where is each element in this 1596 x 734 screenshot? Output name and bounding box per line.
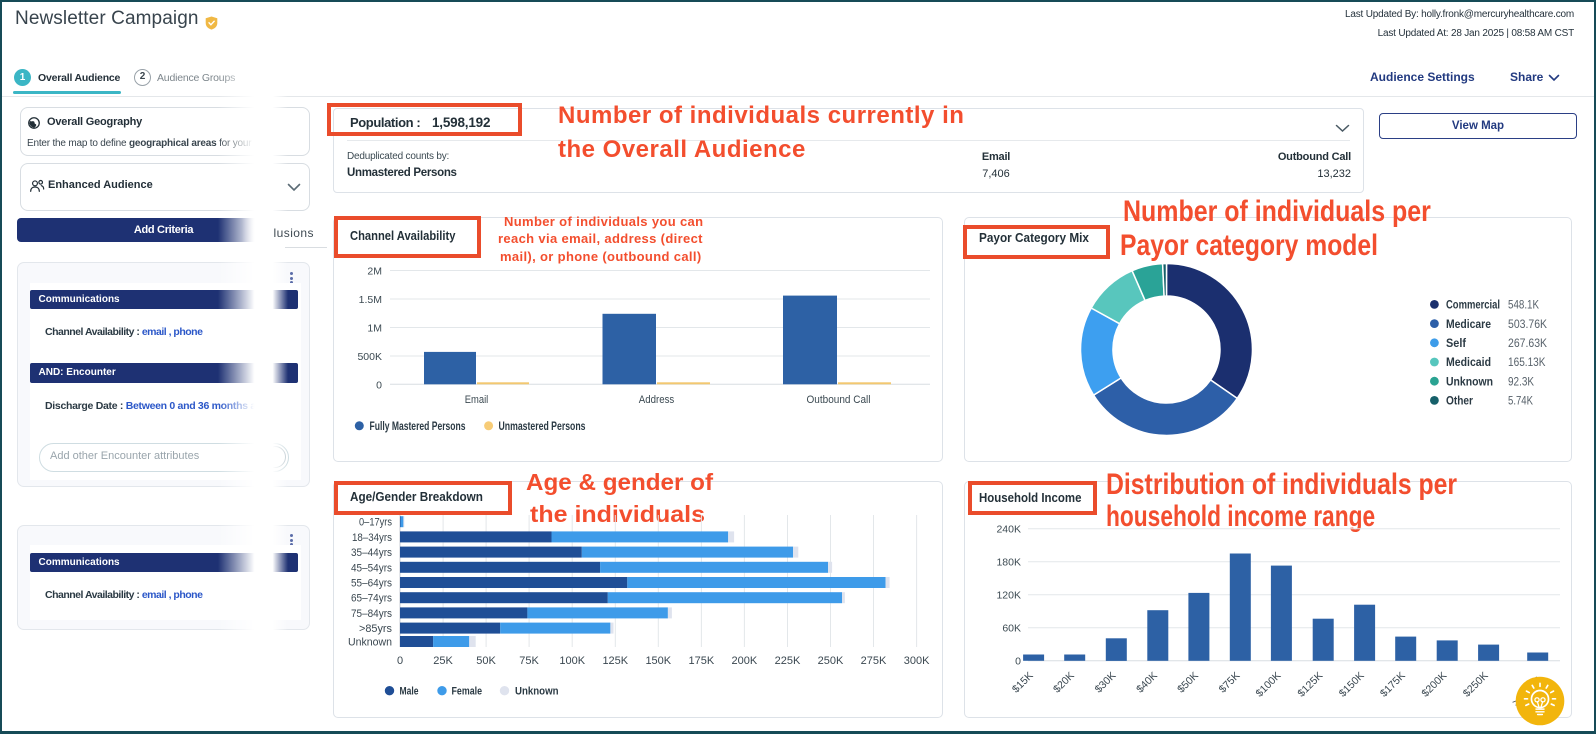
svg-text:Unmastered Persons: Unmastered Persons xyxy=(499,421,586,433)
svg-text:$30K: $30K xyxy=(1093,670,1119,696)
svg-text:$125K: $125K xyxy=(1295,670,1325,700)
svg-text:50K: 50K xyxy=(476,655,496,667)
svg-text:100K: 100K xyxy=(559,655,585,667)
svg-text:0: 0 xyxy=(376,379,382,391)
svg-text:75–84yrs: 75–84yrs xyxy=(351,608,392,620)
svg-text:0: 0 xyxy=(1015,656,1021,668)
svg-text:175K: 175K xyxy=(689,655,715,667)
svg-text:$150K: $150K xyxy=(1337,670,1367,700)
svg-text:548.1K: 548.1K xyxy=(1508,298,1539,312)
svg-text:200K: 200K xyxy=(732,655,758,667)
svg-text:>85yrs: >85yrs xyxy=(359,623,392,635)
svg-text:$100K: $100K xyxy=(1254,670,1284,700)
svg-text:75K: 75K xyxy=(519,655,539,667)
svg-text:$40K: $40K xyxy=(1134,670,1160,696)
svg-text:55–64yrs: 55–64yrs xyxy=(351,578,392,590)
svg-text:65–74yrs: 65–74yrs xyxy=(351,593,392,605)
svg-text:150K: 150K xyxy=(645,655,671,667)
svg-text:35–44yrs: 35–44yrs xyxy=(351,547,392,559)
svg-text:500K: 500K xyxy=(357,351,382,363)
svg-text:Unknown: Unknown xyxy=(1446,374,1493,388)
svg-text:Fully Mastered Persons: Fully Mastered Persons xyxy=(370,421,466,433)
svg-text:1M: 1M xyxy=(367,322,382,334)
svg-text:$15K: $15K xyxy=(1010,670,1036,696)
svg-text:$250K: $250K xyxy=(1461,670,1491,700)
svg-text:Female: Female xyxy=(452,686,483,698)
svg-text:5.74K: 5.74K xyxy=(1508,394,1533,408)
svg-text:Outbound Call: Outbound Call xyxy=(807,394,871,406)
svg-text:0: 0 xyxy=(397,655,403,667)
svg-text:Other: Other xyxy=(1446,394,1473,408)
svg-text:$200K: $200K xyxy=(1419,670,1449,700)
svg-text:300K: 300K xyxy=(904,655,930,667)
svg-text:240K: 240K xyxy=(996,524,1021,536)
svg-text:$75K: $75K xyxy=(1217,670,1243,696)
svg-text:165.13K: 165.13K xyxy=(1508,355,1546,369)
svg-text:250K: 250K xyxy=(818,655,844,667)
svg-text:275K: 275K xyxy=(861,655,887,667)
svg-text:45–54yrs: 45–54yrs xyxy=(351,562,392,574)
svg-text:Medicare: Medicare xyxy=(1446,317,1491,331)
svg-text:0–17yrs: 0–17yrs xyxy=(359,517,392,529)
svg-text:1.5M: 1.5M xyxy=(359,294,382,306)
svg-text:Self: Self xyxy=(1446,336,1467,350)
svg-text:Male: Male xyxy=(400,686,419,698)
svg-text:$20K: $20K xyxy=(1051,670,1077,696)
svg-text:$175K: $175K xyxy=(1378,670,1408,700)
svg-text:Unknown: Unknown xyxy=(515,686,559,698)
svg-text:503.76K: 503.76K xyxy=(1508,317,1547,331)
svg-text:92.3K: 92.3K xyxy=(1508,374,1534,388)
svg-text:2M: 2M xyxy=(367,265,382,277)
svg-text:Commercial: Commercial xyxy=(1446,298,1500,312)
svg-text:60K: 60K xyxy=(1002,623,1021,635)
svg-text:25K: 25K xyxy=(433,655,453,667)
svg-text:$50K: $50K xyxy=(1175,670,1201,696)
svg-text:120K: 120K xyxy=(996,590,1021,602)
svg-text:267.63K: 267.63K xyxy=(1508,336,1547,350)
svg-text:18–34yrs: 18–34yrs xyxy=(352,532,392,544)
svg-text:Medicaid: Medicaid xyxy=(1446,355,1491,369)
svg-text:225K: 225K xyxy=(775,655,801,667)
svg-text:Email: Email xyxy=(465,394,489,406)
svg-text:Unknown: Unknown xyxy=(348,637,392,649)
svg-text:180K: 180K xyxy=(996,557,1021,569)
svg-text:Address: Address xyxy=(639,394,675,406)
svg-text:125K: 125K xyxy=(602,655,628,667)
